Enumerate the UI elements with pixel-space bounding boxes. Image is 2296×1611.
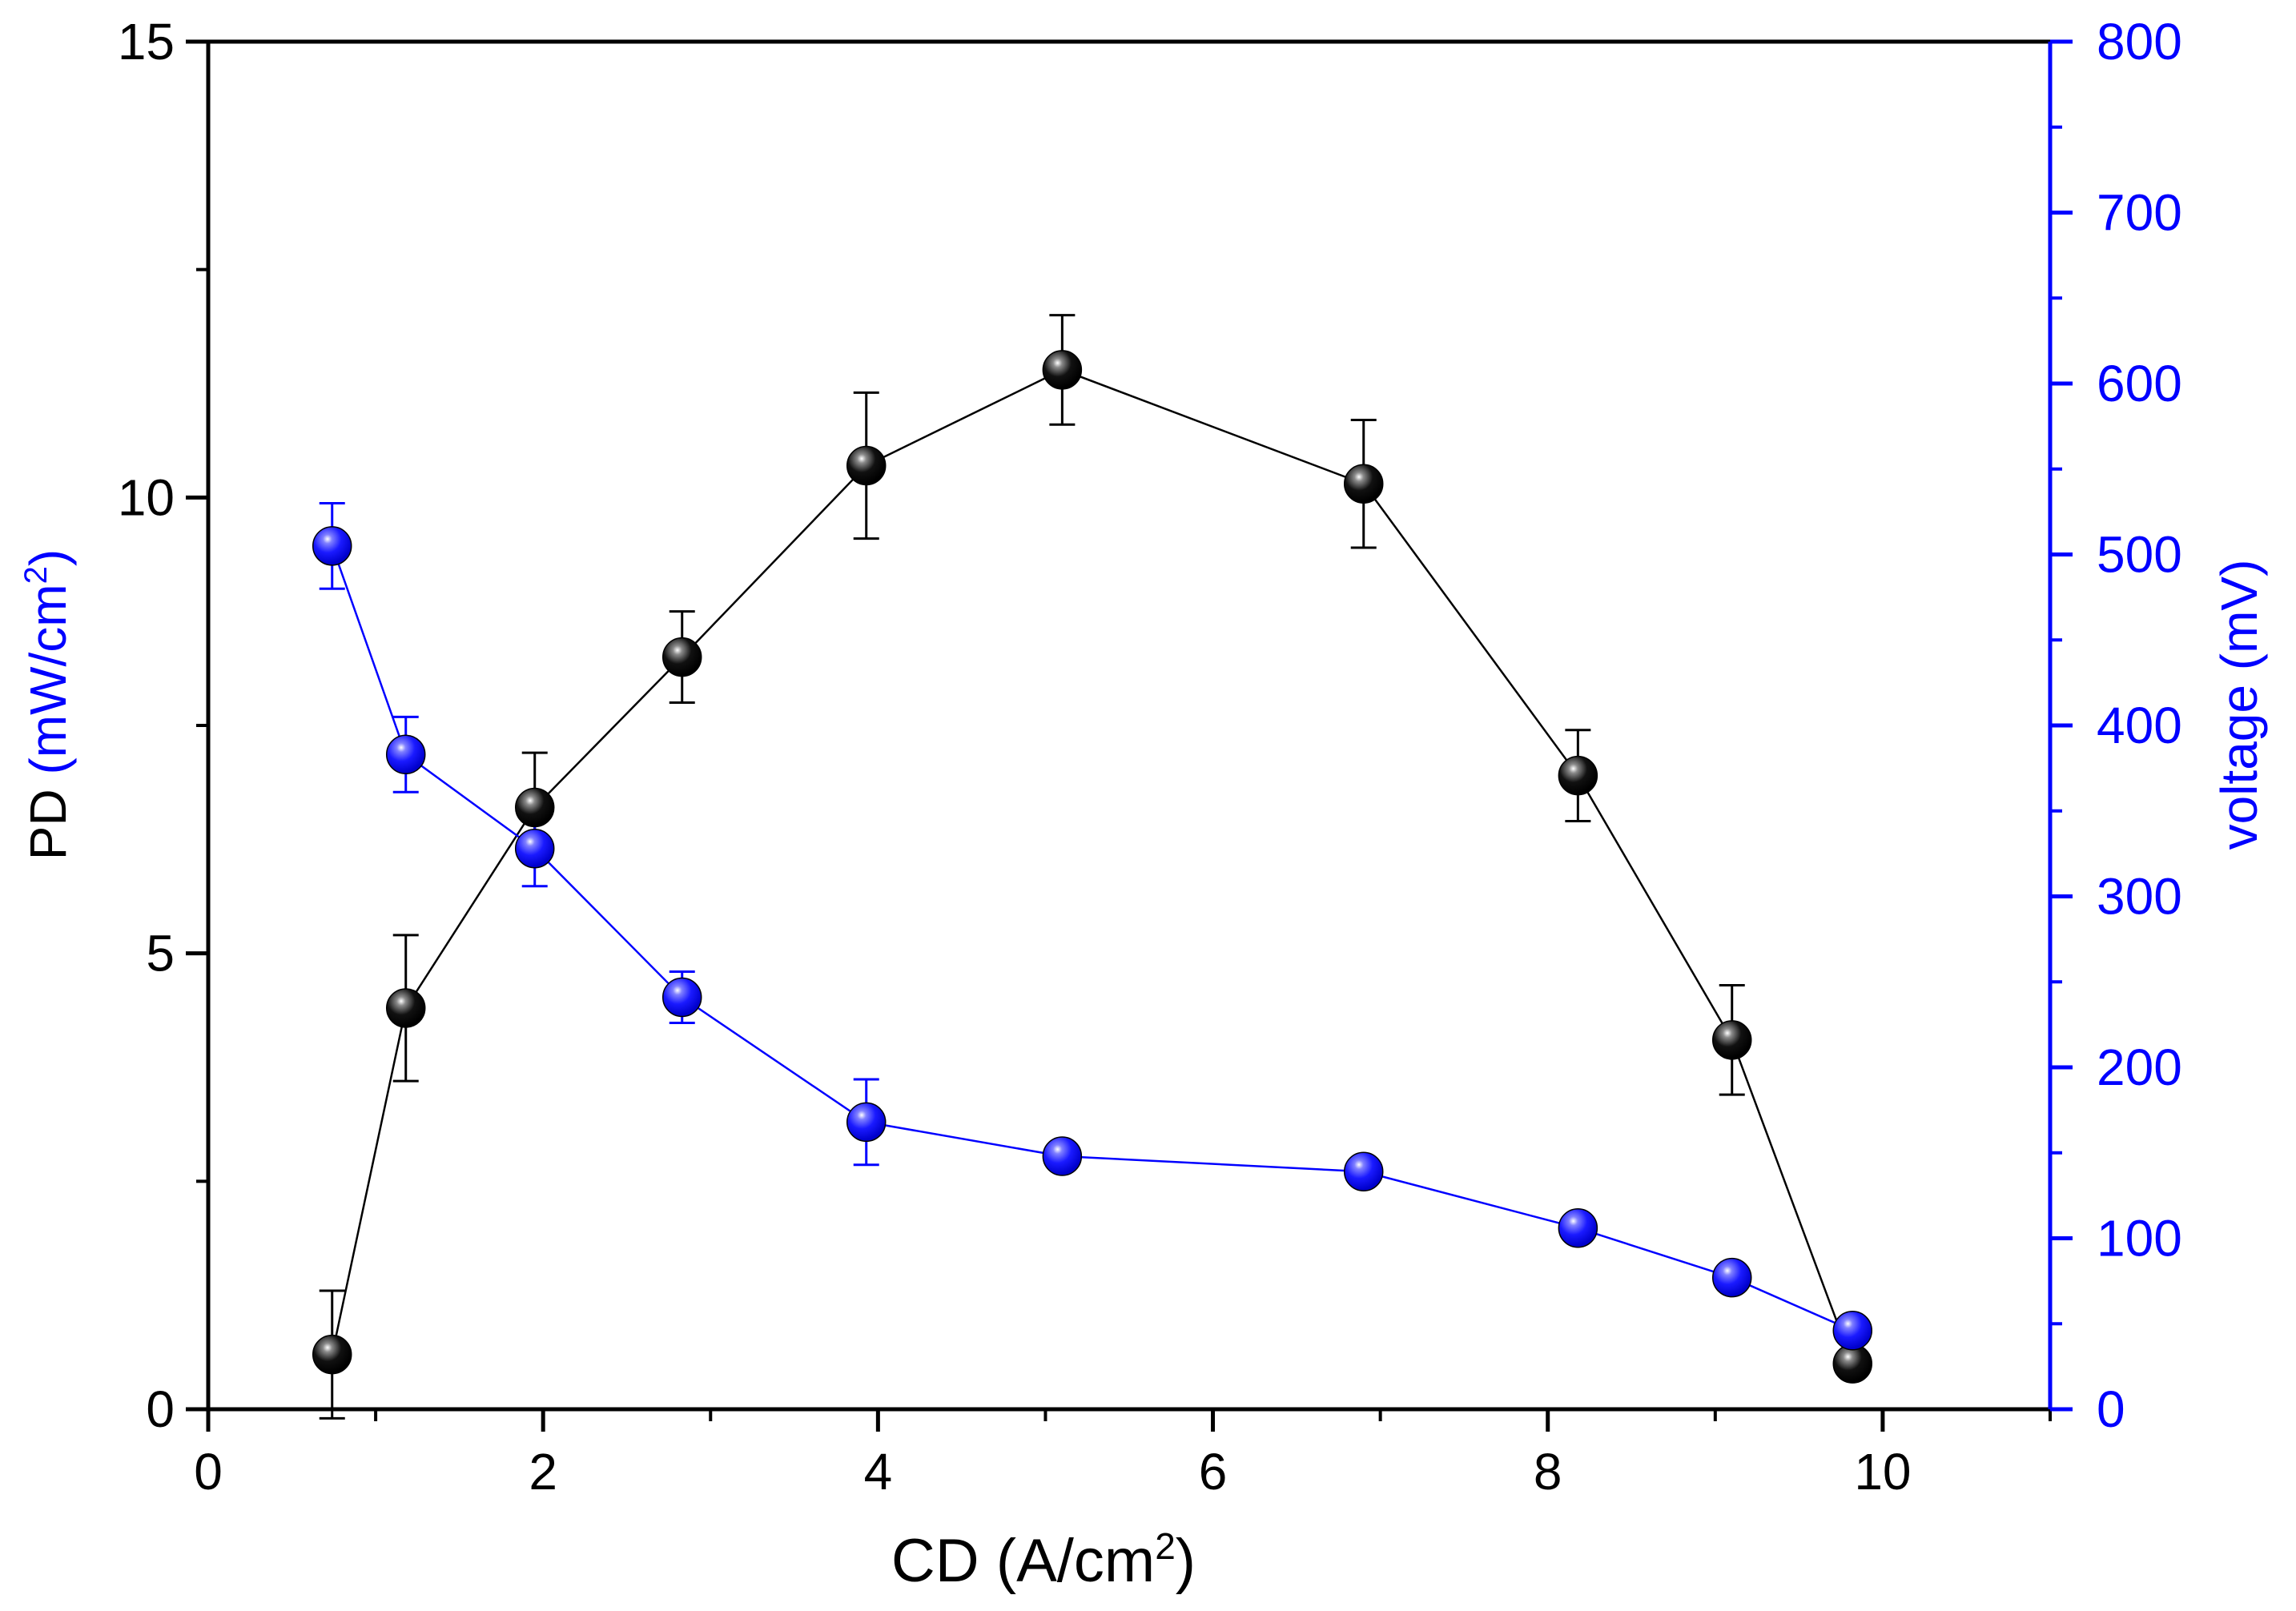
y-left-tick-label: 5	[146, 925, 175, 982]
x-tick-label: 2	[529, 1443, 557, 1501]
x-tick-label: 10	[1854, 1443, 1911, 1501]
voltage-point	[661, 977, 702, 1018]
markers	[312, 350, 1873, 1384]
x-axis-label: CD (A/cm2)	[891, 1525, 1196, 1595]
pd-point	[312, 1334, 352, 1375]
x-tick-label: 4	[864, 1443, 893, 1501]
voltage-point	[846, 1102, 887, 1143]
y-axis-right-label: voltage (mV)	[2210, 560, 2268, 850]
y-left-tick-label: 10	[118, 468, 175, 526]
series-lines	[331, 368, 1854, 1364]
pd-point	[514, 787, 555, 828]
voltage-point	[385, 734, 426, 775]
series-line-pd	[331, 368, 1854, 1364]
series-line-voltage	[331, 545, 1853, 1332]
y-right-tick-label: 500	[2097, 526, 2182, 584]
y-right-tick-label: 300	[2097, 868, 2182, 926]
pd-point	[385, 988, 426, 1028]
voltage-point	[1832, 1311, 1873, 1351]
y-right-tick-label: 0	[2097, 1380, 2125, 1438]
x-tick-label: 6	[1199, 1443, 1228, 1501]
y-left-tick-label: 0	[146, 1380, 175, 1438]
voltage-point	[1042, 1136, 1083, 1176]
pd-point	[661, 637, 702, 677]
pd-point	[1711, 1020, 1752, 1060]
y-axis-left-label: PD (mW/cm2)	[18, 549, 77, 860]
x-tick-label: 8	[1534, 1443, 1562, 1501]
pd-point	[1558, 755, 1598, 796]
y-right-tick-label: 600	[2097, 355, 2182, 412]
pd-point	[1042, 350, 1083, 390]
pd-point	[1343, 464, 1384, 504]
y-right-tick-label: 400	[2097, 697, 2182, 754]
y-right-tick-label: 100	[2097, 1210, 2182, 1268]
x-tick-label: 0	[194, 1443, 223, 1501]
y-right-tick-label: 800	[2097, 13, 2182, 70]
pd-point	[846, 445, 887, 486]
y-right-tick-label: 200	[2097, 1039, 2182, 1096]
y-left-tick-label: 15	[118, 13, 175, 70]
voltage-point	[1711, 1257, 1752, 1298]
voltage-point	[1558, 1207, 1598, 1248]
voltage-point	[312, 526, 352, 566]
y-right-tick-label: 700	[2097, 184, 2182, 242]
voltage-point	[1343, 1151, 1384, 1191]
voltage-point	[514, 828, 555, 869]
